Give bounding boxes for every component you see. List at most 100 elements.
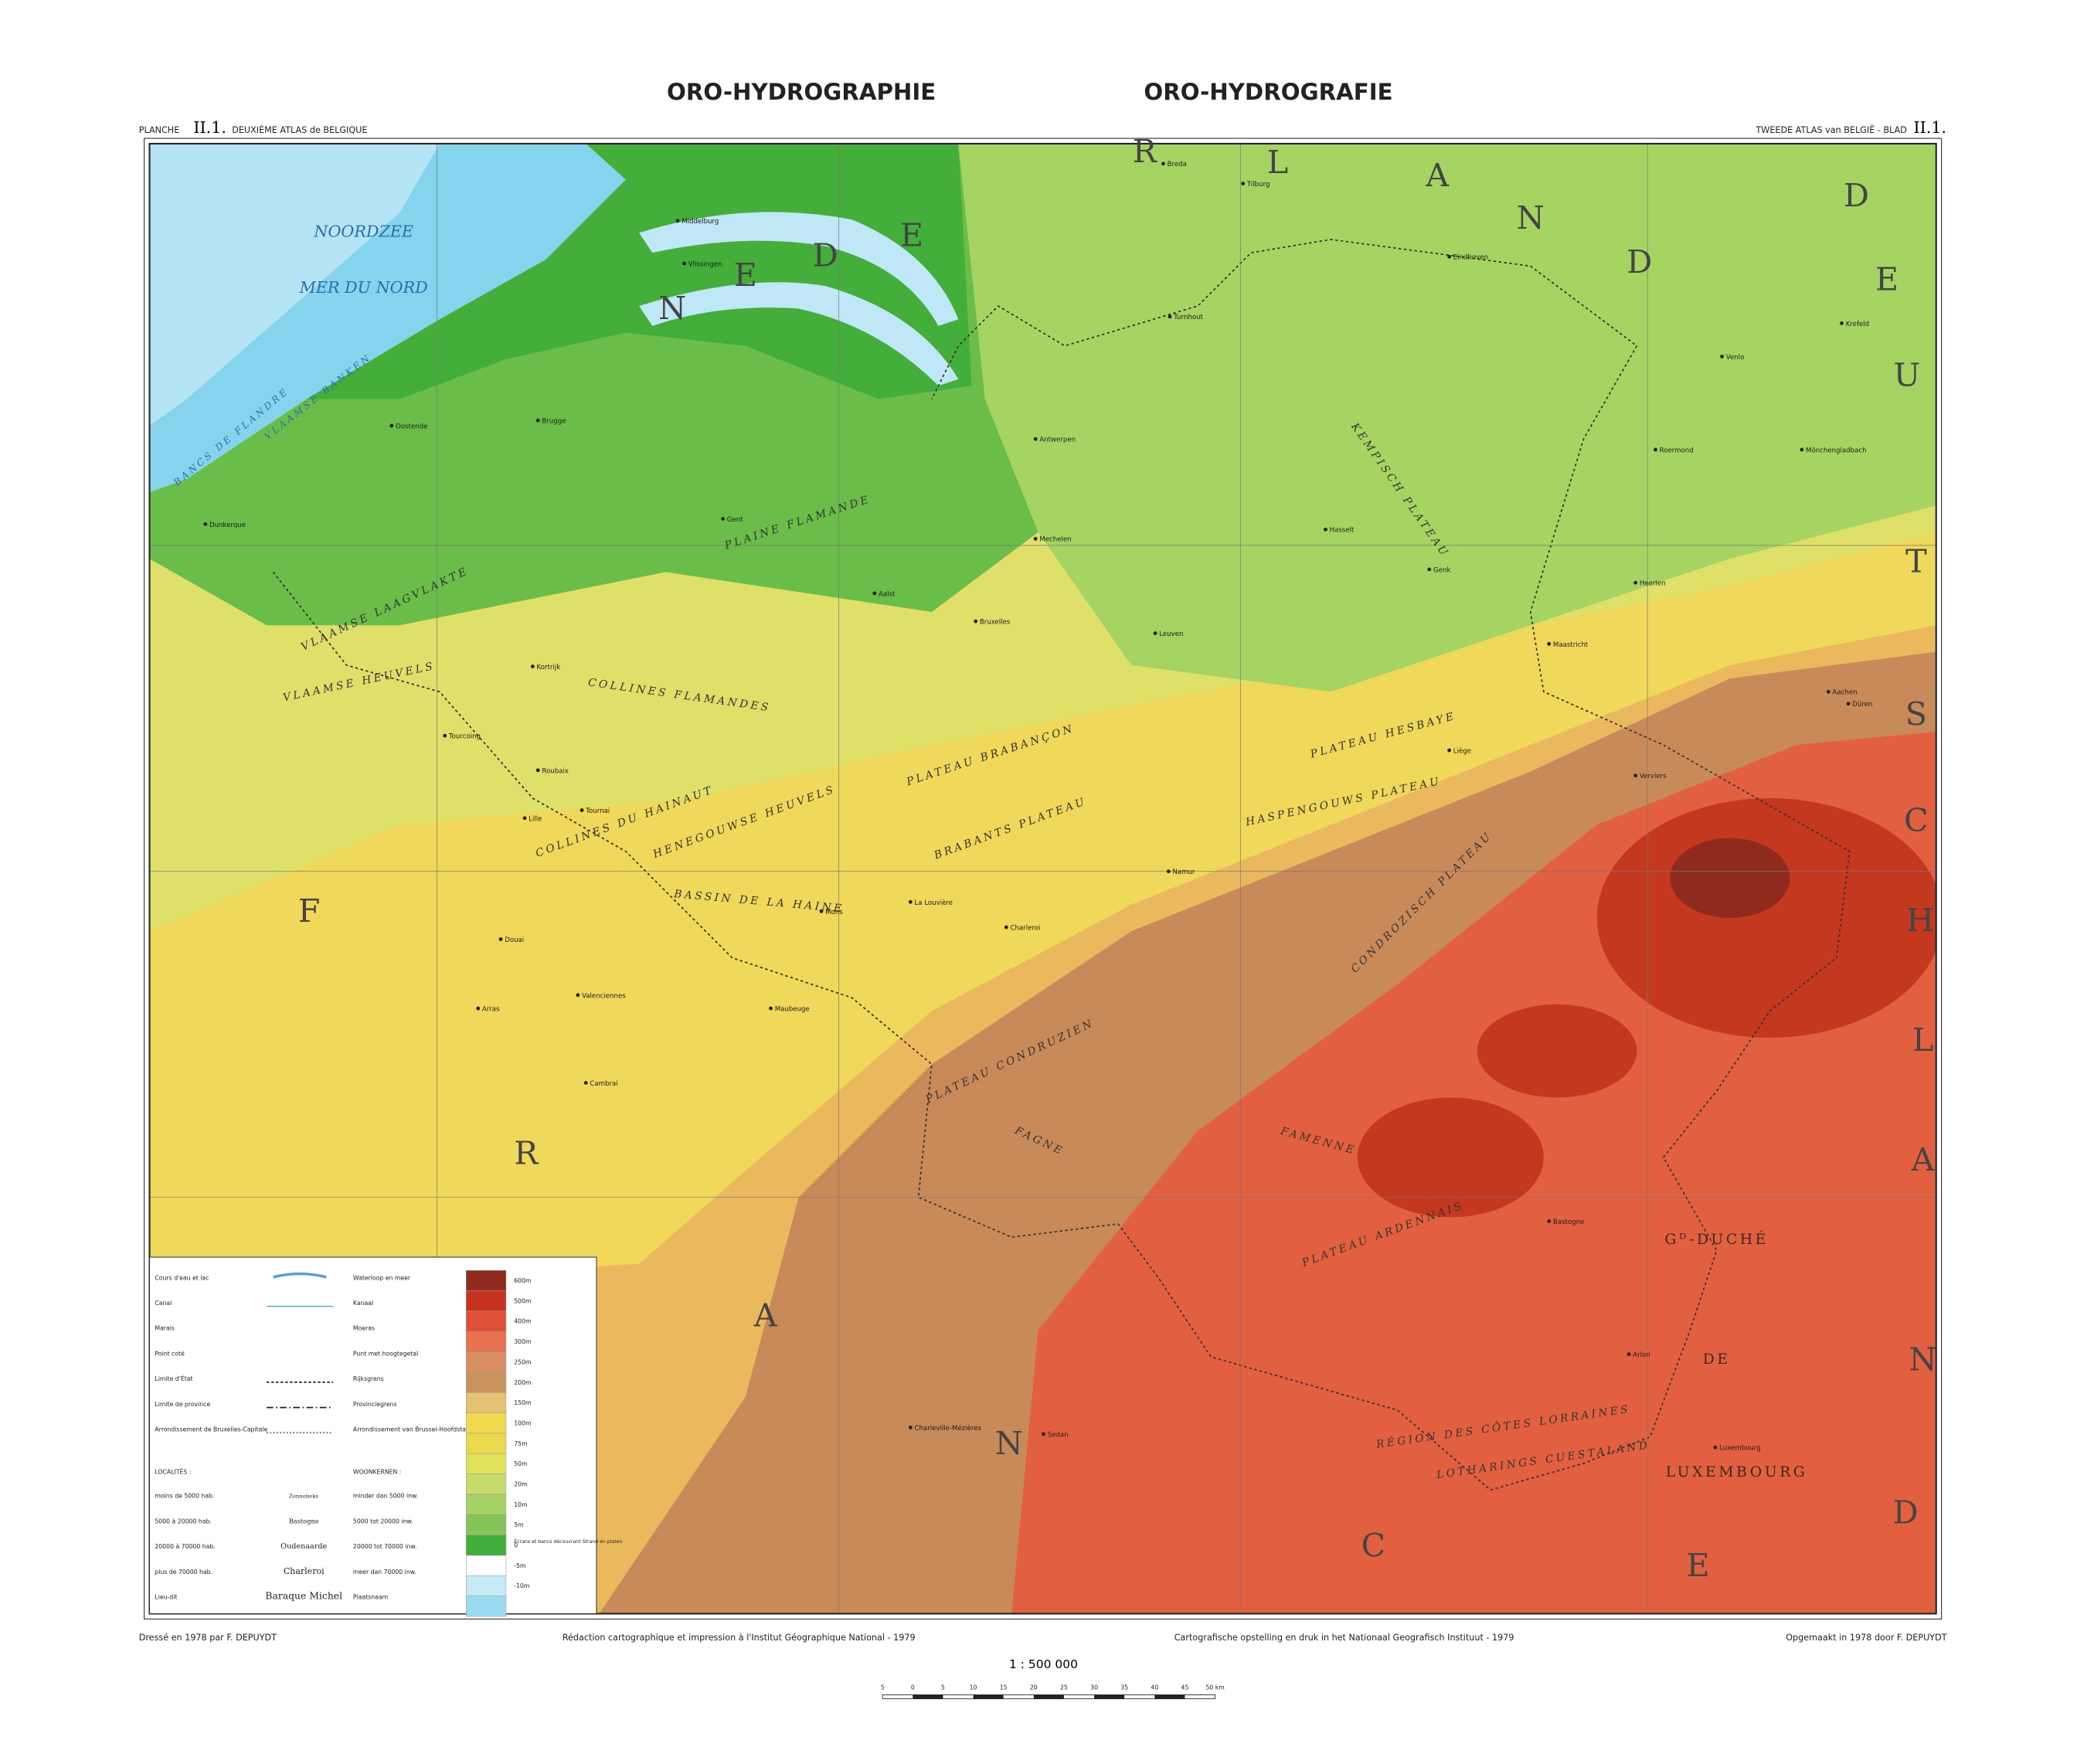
elevation-label: -10m <box>514 1582 529 1589</box>
place-name: Tilburg <box>1246 181 1270 189</box>
place-dot <box>1654 447 1657 452</box>
elevation-band <box>466 1575 507 1596</box>
region-name: Gᴰ-DUCHÉ <box>1664 1230 1769 1248</box>
elevation-label: 150m <box>514 1399 531 1406</box>
place-dot <box>389 423 394 428</box>
elevation-band <box>466 1555 507 1576</box>
elevation-label: -5m <box>514 1562 525 1569</box>
sea-name: NOORDZEE <box>313 222 413 240</box>
place-dot <box>1153 631 1157 635</box>
elevation-band <box>466 1514 507 1535</box>
place-dot <box>675 219 680 223</box>
place-dot <box>535 418 540 423</box>
elevation-label: 400m <box>514 1318 531 1325</box>
legend-locality-fr: plus de 70000 hab. <box>155 1569 212 1575</box>
elevation-label: 100m <box>514 1419 531 1426</box>
place-name: Kortrijk <box>537 664 561 671</box>
place-dot <box>535 768 540 773</box>
place-name: Lille <box>529 815 542 823</box>
elevation-band <box>466 1412 507 1434</box>
place-name: Charleville-Mézières <box>914 1424 981 1433</box>
blad-num: II.1. <box>1914 118 1947 137</box>
place-dot <box>1166 869 1171 874</box>
place-name: Genk <box>1433 566 1450 574</box>
legend-localities-fr: LOCALITÉS : <box>155 1469 191 1476</box>
place-name: Bruxelles <box>980 618 1011 626</box>
place-dot <box>443 733 447 738</box>
place-dot <box>530 664 535 668</box>
place-dot <box>1547 1219 1552 1223</box>
title-nl: ORO-HYDROGRAFIE <box>1144 79 1392 105</box>
legend-label-fr: Limite de province <box>155 1401 210 1408</box>
place-dot <box>203 522 208 526</box>
place-name: Venlo <box>1726 354 1745 362</box>
elevation-label: 10m <box>514 1501 527 1508</box>
place-name: Maastricht <box>1553 641 1589 649</box>
atlas-fr: DEUXIÈME ATLAS de BELGIQUE <box>232 125 367 135</box>
legend-locality-nl: 5000 tot 20000 inw. <box>353 1518 413 1524</box>
legend-locality-fr: 20000 à 70000 hab. <box>155 1543 215 1550</box>
place-dot <box>1447 254 1452 259</box>
place-name: Tournai <box>585 807 610 815</box>
legend-locality-fr: Lieu-dit <box>155 1594 177 1601</box>
planche-num: II.1. <box>193 118 226 137</box>
scale-tick: 25 <box>1060 1684 1068 1691</box>
place-name: Vlissingen <box>688 260 722 268</box>
place-dot <box>580 808 584 812</box>
place-dot <box>1241 182 1246 186</box>
place-dot <box>1846 702 1851 706</box>
legend-label-nl: Kanaal <box>353 1300 373 1307</box>
atlas-nl: TWEEDE ATLAS van BELGIË - BLAD <box>1755 125 1906 135</box>
place-name: Luxembourg <box>1719 1445 1761 1453</box>
legend-label-nl: Moeras <box>353 1325 375 1332</box>
elevation-band <box>466 1535 507 1556</box>
footer-left: Dressé en 1978 par F. DEPUYDT <box>139 1633 277 1643</box>
scale-segment <box>973 1694 1004 1699</box>
legend-locality-sample: Oudenaarde <box>280 1542 327 1551</box>
legend-label-fr: Cours d'eau et lac <box>155 1274 209 1281</box>
scale-tick: 15 <box>1000 1684 1008 1691</box>
legend-locality-sample: Baraque Michel <box>265 1590 342 1602</box>
place-name: Valenciennes <box>582 992 626 1000</box>
elevation-band <box>466 1453 507 1474</box>
place-dot <box>476 1006 481 1011</box>
elevation-band <box>466 1290 507 1312</box>
place-dot <box>1547 641 1552 646</box>
scale-tick: 5 <box>941 1684 945 1691</box>
place-name: Aachen <box>1832 689 1857 697</box>
place-dot <box>1633 580 1638 585</box>
place-dot <box>1324 527 1327 532</box>
legend-locality-sample: Charleroi <box>284 1566 325 1576</box>
region-name: LUXEMBOURG <box>1666 1463 1808 1480</box>
place-dot <box>522 816 527 821</box>
scale-tick: 5 <box>881 1684 885 1691</box>
scale-tick: 0 <box>911 1684 915 1691</box>
place-dot <box>1447 748 1452 753</box>
state-border <box>272 239 1851 1491</box>
place-dot <box>1720 355 1724 359</box>
place-dot <box>908 899 913 904</box>
legend-locality-fr: 5000 à 20000 hab. <box>155 1518 211 1524</box>
place-dot <box>872 591 877 596</box>
place-name: Breda <box>1168 161 1187 168</box>
elevation-label: 300m <box>514 1338 531 1345</box>
legend-label-nl: Arrondissement van Brussel-Hoofdstad <box>353 1426 470 1433</box>
elevation-label: 200m <box>514 1379 531 1386</box>
scale-tick: 50 km <box>1205 1684 1224 1691</box>
place-dot <box>769 1006 773 1011</box>
elevation-band <box>466 1596 507 1617</box>
footer-center-nl: Cartografische opstelling en druk in het… <box>1174 1633 1514 1643</box>
place-name: Leuven <box>1159 630 1183 638</box>
legend-localities-nl: WOONKERNEN : <box>353 1469 401 1476</box>
place-dot <box>1713 1445 1718 1450</box>
elevation-label: 0 <box>514 1541 518 1548</box>
scale-tick: 30 <box>1090 1684 1098 1691</box>
place-dot <box>908 1425 913 1429</box>
legend-locality-nl: 20000 tot 70000 inw. <box>353 1543 417 1550</box>
legend-locality-nl: Plaatsnaam <box>353 1594 388 1601</box>
place-name: Mechelen <box>1039 536 1071 544</box>
place-name: Cambrai <box>590 1080 617 1088</box>
place-name: Aalst <box>879 590 896 598</box>
place-dot <box>1626 1352 1631 1357</box>
